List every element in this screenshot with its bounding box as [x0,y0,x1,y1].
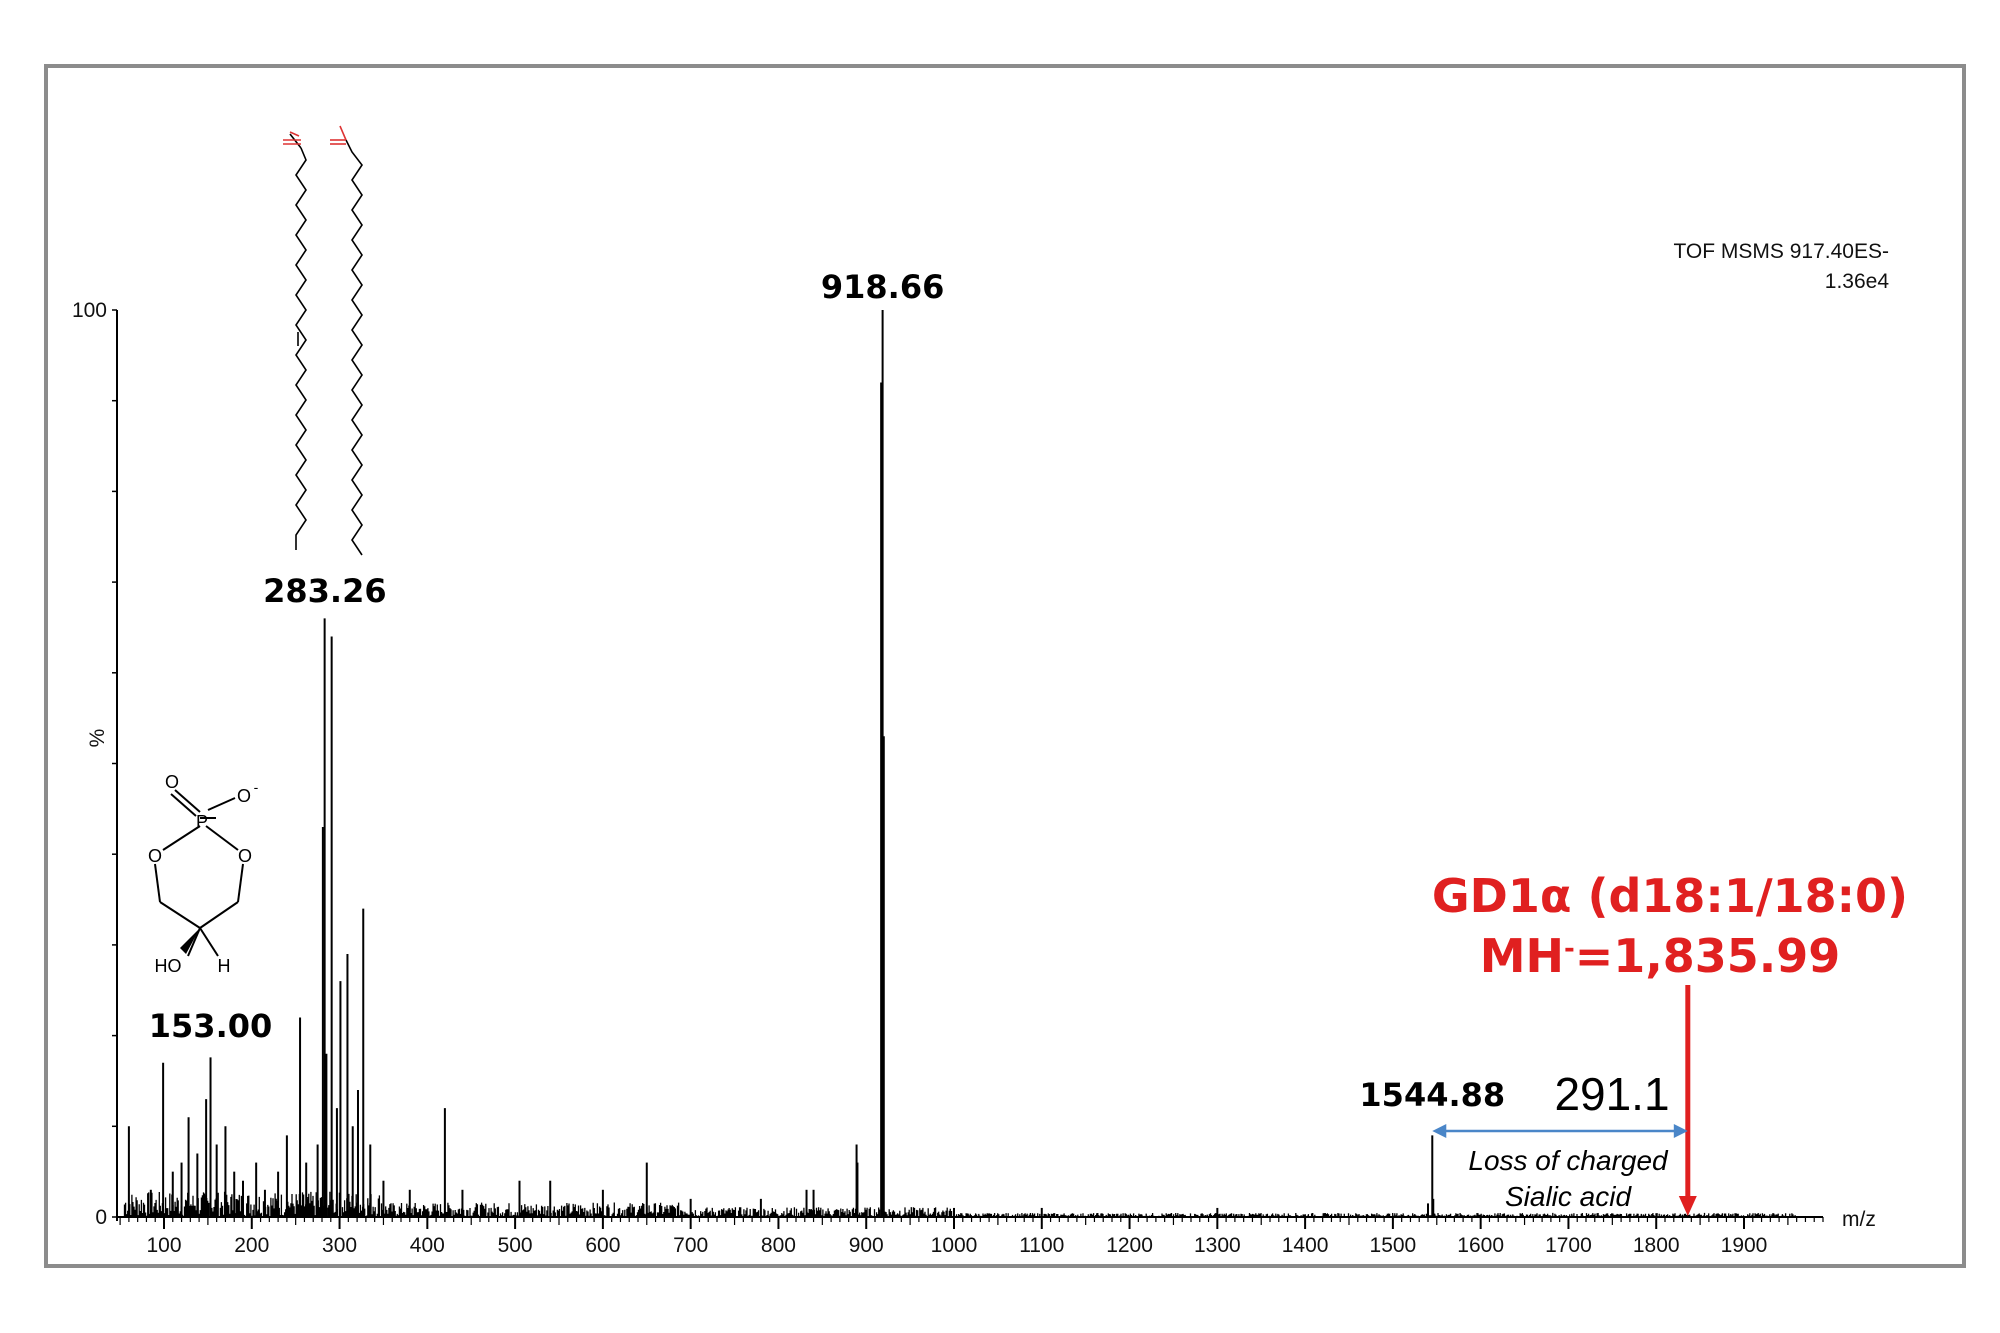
figure-frame [44,64,1966,1268]
y-tick-label: 100 [72,299,107,322]
x-tick-label: 800 [761,1234,796,1257]
x-tick-label: 1000 [931,1234,978,1257]
axis-ticks: 0 100 100 200 300 400 500 600 700 800 900 1000 1100 1… [72,299,1824,1257]
stearic-acid-structure [330,125,363,556]
oleic-acid-structure [283,131,307,550]
neutral-loss-arrow [1432,1124,1688,1138]
cyclic-phosphate-structure: O O - P O O HO H [148,772,259,976]
precursor-arrow [1678,985,1697,1216]
neutral-loss-value: 291.1 [1554,1068,1669,1120]
x-tick-label: 400 [410,1234,445,1257]
loss-description-line-2: Sialic acid [1505,1181,1632,1212]
x-tick-label: 500 [498,1234,533,1257]
chem-p: P [196,812,208,832]
y-tick-label: 0 [95,1206,107,1229]
y-axis-label: % [86,729,109,748]
precursor-ion-label: MH-=1,835.99 [1480,929,1841,983]
chem-o-double: O [165,772,179,792]
x-tick-label: 900 [849,1234,884,1257]
chem-h: H [218,956,231,976]
loss-description-line-1: Loss of charged [1468,1145,1669,1176]
chem-ho: HO [155,956,182,976]
x-tick-label: 300 [322,1234,357,1257]
x-tick-label: 1300 [1194,1234,1241,1257]
x-tick-label: 1100 [1019,1234,1064,1257]
baseline-noise [123,1191,1797,1217]
noise-trace [123,1191,1797,1217]
x-tick-label: 1500 [1370,1234,1417,1257]
peak-label-153: 153.00 [149,1007,272,1045]
peak-label-918: 918.66 [821,268,944,306]
chem-o-right: O [238,846,252,866]
x-tick-label: 100 [146,1234,181,1257]
x-tick-label: 1400 [1282,1234,1329,1257]
chem-o-minus: O [237,786,251,806]
spectrum-peaks [127,310,1435,1217]
compound-name: GD1α (d18:1/18:0) [1432,869,1908,923]
x-tick-label: 1600 [1457,1234,1504,1257]
chem-minus-sign: - [254,779,259,795]
x-tick-label: 1800 [1633,1234,1680,1257]
x-tick-label: 1700 [1545,1234,1592,1257]
x-tick-label: 700 [673,1234,708,1257]
chem-o-left: O [148,846,162,866]
x-axis-label: m/z [1842,1208,1876,1231]
instrument-line-1: TOF MSMS 917.40ES- [1673,240,1889,263]
x-tick-label: 1900 [1721,1234,1768,1257]
peak-label-283: 283.26 [263,572,386,610]
peak-label-1544: 1544.88 [1359,1076,1505,1114]
x-tick-label: 1200 [1106,1234,1153,1257]
instrument-line-2: 1.36e4 [1825,270,1890,293]
x-tick-label: 600 [585,1234,620,1257]
x-tick-label: 200 [234,1234,269,1257]
